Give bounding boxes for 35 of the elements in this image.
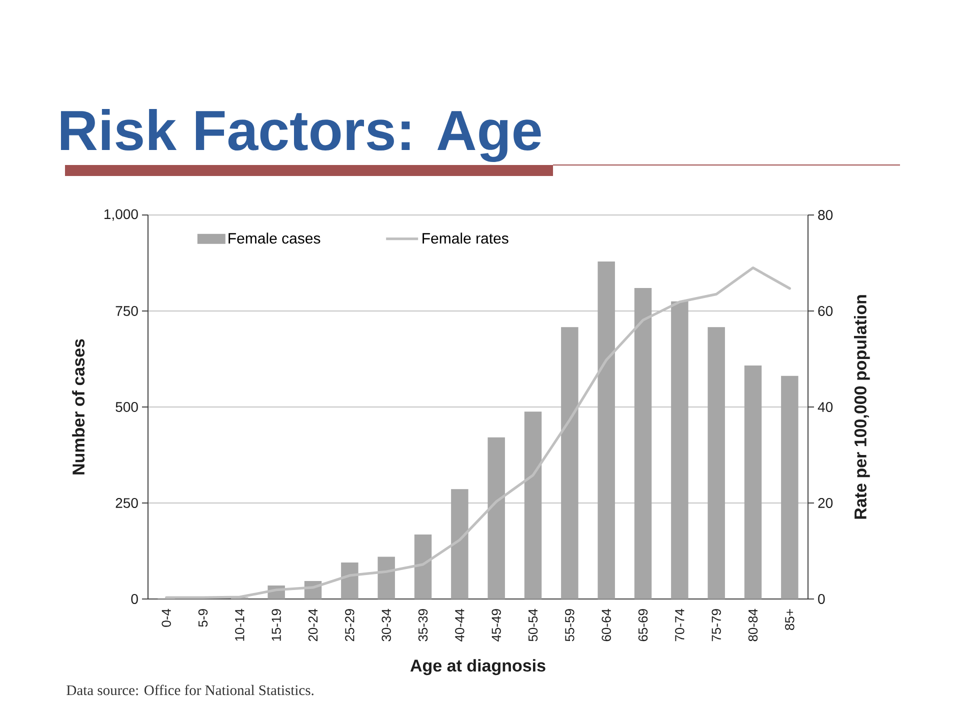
x-tick-label: 50-54 [528, 608, 538, 642]
x-tick-label: 85+ [785, 609, 794, 630]
y2-tick-label: 20 [818, 498, 833, 508]
x-tick-label: 25-29 [345, 609, 354, 642]
y-tick-label: 250 [116, 498, 138, 508]
x-tick-label: 20-24 [308, 608, 318, 642]
x-tick-label: 35-39 [418, 609, 428, 642]
y-tick-label: 750 [116, 306, 138, 316]
x-axis-title: Age at diagnosis [410, 659, 546, 676]
x-tick-label: 5-9 [198, 609, 208, 627]
legend-label: Female rates [422, 232, 508, 244]
y-tick-label: 0 [131, 594, 138, 604]
chart-title: Risk Factors: Age [60, 109, 541, 162]
y2-axis-title: Rate per 100,000 population [854, 295, 870, 519]
x-tick-label: 0-4 [162, 608, 171, 627]
x-tick-label: 75-79 [712, 609, 721, 642]
x-tick-label: 65-69 [638, 609, 648, 642]
x-tick-label: 80-84 [748, 608, 758, 642]
x-tick-label: 30-34 [382, 608, 391, 642]
y2-tick-label: 60 [818, 306, 833, 316]
x-tick-label: 60-64 [602, 608, 611, 642]
x-tick-label: 15-19 [272, 609, 281, 641]
y-axis-title: Number of cases [72, 339, 85, 474]
x-tick-label: 40-44 [455, 608, 464, 642]
y2-tick-label: 0 [818, 594, 825, 604]
source-note: Data source: Office for National Statistics. [66, 684, 314, 696]
y2-tick-label: 40 [818, 402, 833, 412]
x-tick-label: 55-59 [565, 609, 574, 642]
x-tick-label: 70-74 [675, 608, 684, 642]
y-tick-label: 1,000 [104, 209, 138, 221]
y2-tick-label: 80 [818, 210, 833, 220]
legend-label: Female cases [228, 232, 320, 244]
x-tick-label: 45-49 [492, 609, 501, 642]
y-tick-label: 500 [116, 402, 138, 412]
x-tick-label: 10-14 [235, 608, 244, 641]
